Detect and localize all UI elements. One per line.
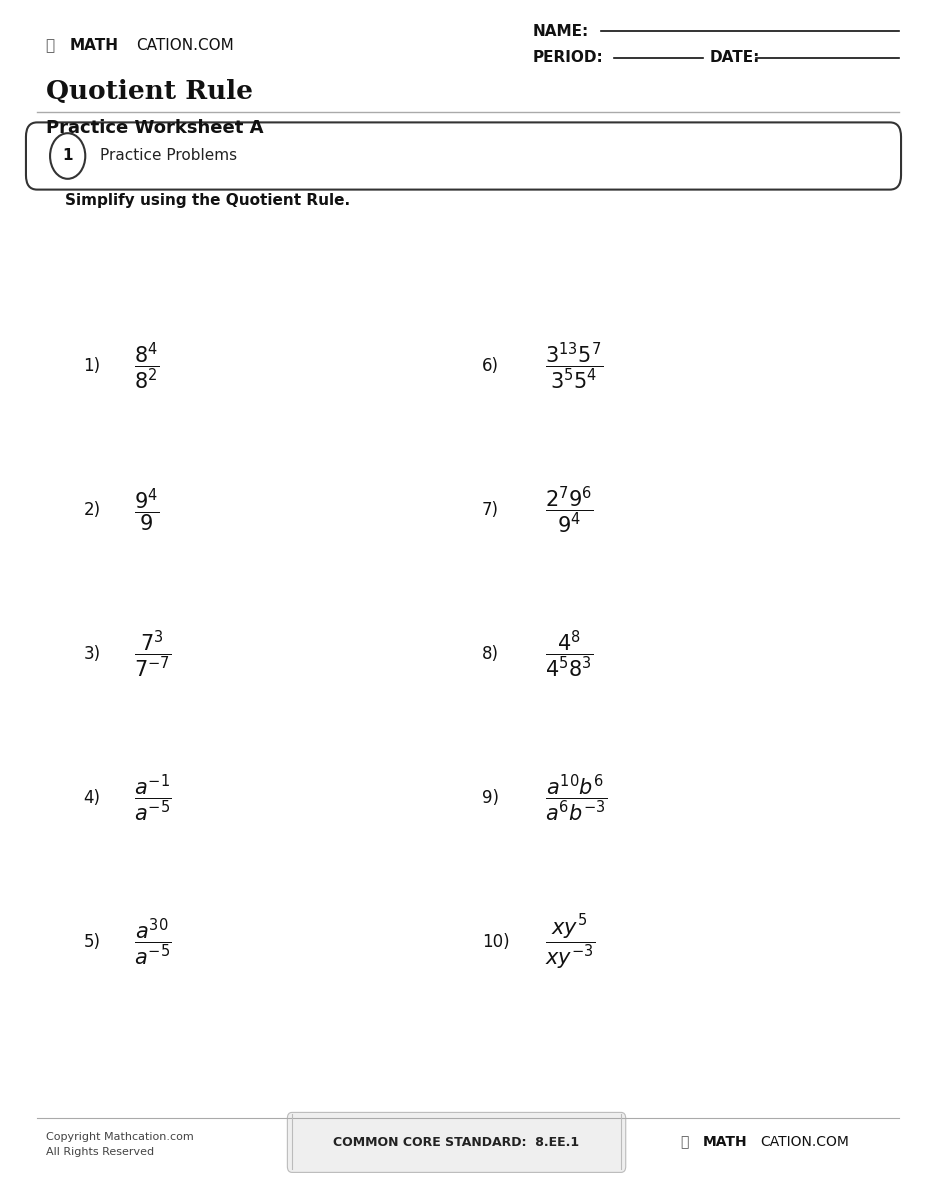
Text: COMMON CORE STANDARD:  8.EE.1: COMMON CORE STANDARD: 8.EE.1 bbox=[333, 1136, 579, 1148]
Text: 8): 8) bbox=[482, 646, 499, 662]
Text: 2): 2) bbox=[83, 502, 100, 518]
Text: DATE:: DATE: bbox=[709, 50, 759, 65]
Text: PERIOD:: PERIOD: bbox=[533, 50, 603, 65]
Text: $\dfrac{4^8}{4^5 8^3}$: $\dfrac{4^8}{4^5 8^3}$ bbox=[545, 629, 594, 679]
Text: $\dfrac{9^4}{9}$: $\dfrac{9^4}{9}$ bbox=[134, 486, 159, 534]
Text: 3): 3) bbox=[83, 646, 100, 662]
Text: Copyright Mathcation.com
All Rights Reserved: Copyright Mathcation.com All Rights Rese… bbox=[46, 1133, 194, 1157]
Text: $\dfrac{xy^5}{xy^{-3}}$: $\dfrac{xy^5}{xy^{-3}}$ bbox=[545, 912, 595, 972]
Text: 1): 1) bbox=[83, 358, 100, 374]
Text: $\dfrac{a^{30}}{a^{-5}}$: $\dfrac{a^{30}}{a^{-5}}$ bbox=[134, 917, 172, 967]
Circle shape bbox=[50, 133, 85, 179]
FancyBboxPatch shape bbox=[287, 1112, 626, 1172]
Text: NAME:: NAME: bbox=[533, 24, 590, 38]
Text: CATION.COM: CATION.COM bbox=[136, 38, 234, 53]
Text: $\dfrac{a^{10}b^6}{a^6 b^{-3}}$: $\dfrac{a^{10}b^6}{a^6 b^{-3}}$ bbox=[545, 773, 608, 823]
Text: $\dfrac{7^3}{7^{-7}}$: $\dfrac{7^3}{7^{-7}}$ bbox=[134, 629, 172, 679]
Text: ⓞ: ⓞ bbox=[46, 38, 60, 53]
Text: MATH: MATH bbox=[703, 1135, 747, 1150]
Text: Quotient Rule: Quotient Rule bbox=[46, 79, 253, 103]
FancyBboxPatch shape bbox=[26, 122, 901, 190]
Text: $\dfrac{2^7 9^6}{9^4}$: $\dfrac{2^7 9^6}{9^4}$ bbox=[545, 485, 594, 535]
Text: 4): 4) bbox=[83, 790, 100, 806]
Text: 1: 1 bbox=[62, 149, 73, 163]
Text: 5): 5) bbox=[83, 934, 100, 950]
Text: 10): 10) bbox=[482, 934, 510, 950]
Text: CATION.COM: CATION.COM bbox=[760, 1135, 849, 1150]
Text: Simplify using the Quotient Rule.: Simplify using the Quotient Rule. bbox=[65, 193, 350, 208]
Text: $\dfrac{a^{-1}}{a^{-5}}$: $\dfrac{a^{-1}}{a^{-5}}$ bbox=[134, 773, 172, 823]
Text: 6): 6) bbox=[482, 358, 499, 374]
Text: MATH: MATH bbox=[70, 38, 119, 53]
Text: 7): 7) bbox=[482, 502, 499, 518]
Text: $\dfrac{3^{13}5^7}{3^5 5^4}$: $\dfrac{3^{13}5^7}{3^5 5^4}$ bbox=[545, 341, 603, 391]
Text: Practice Worksheet A: Practice Worksheet A bbox=[46, 120, 264, 138]
Text: $\dfrac{8^4}{8^2}$: $\dfrac{8^4}{8^2}$ bbox=[134, 341, 159, 391]
Text: ⓞ: ⓞ bbox=[681, 1135, 694, 1150]
Text: Practice Problems: Practice Problems bbox=[100, 149, 237, 163]
Text: 9): 9) bbox=[482, 790, 499, 806]
